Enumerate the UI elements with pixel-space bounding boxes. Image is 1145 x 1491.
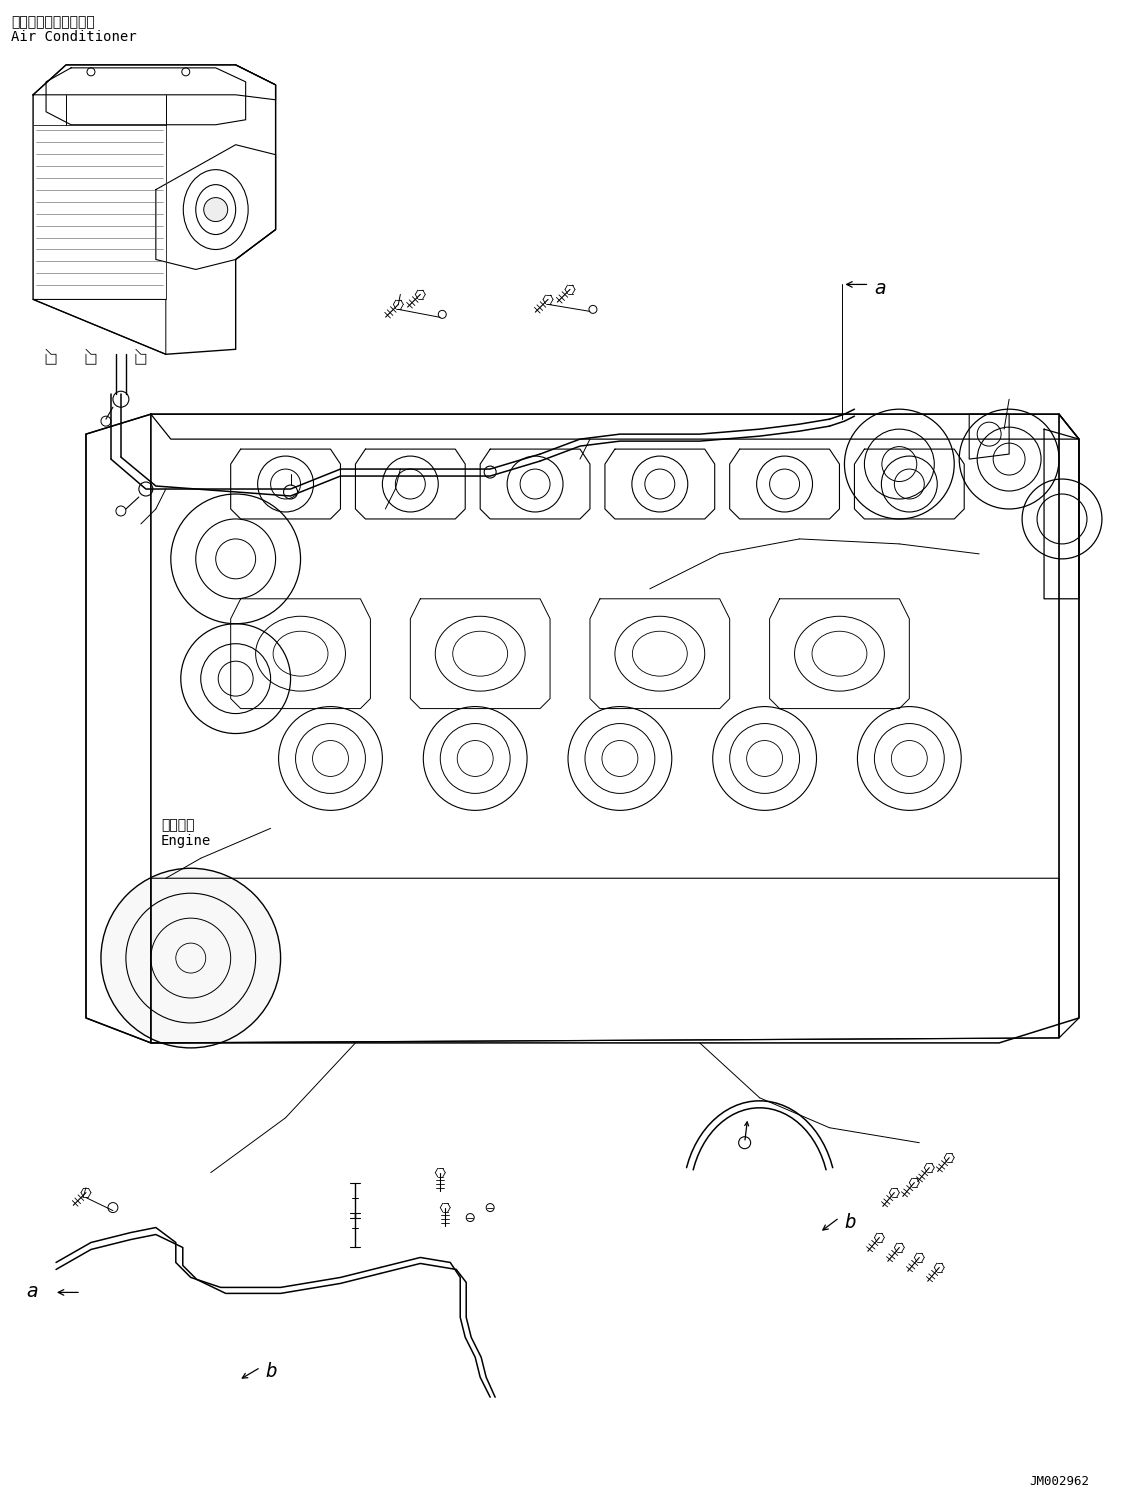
Text: エアーコンディショナ: エアーコンディショナ [11,15,95,28]
Circle shape [101,868,281,1048]
Text: a: a [26,1282,38,1302]
Text: JM002962: JM002962 [1029,1475,1089,1488]
Text: b: b [845,1212,856,1232]
Text: b: b [266,1363,277,1381]
Text: Engine: Engine [160,835,211,848]
Text: Air Conditioner: Air Conditioner [11,30,136,43]
Text: エンジン: エンジン [160,819,195,832]
Text: a: a [875,279,886,298]
Circle shape [204,198,228,222]
